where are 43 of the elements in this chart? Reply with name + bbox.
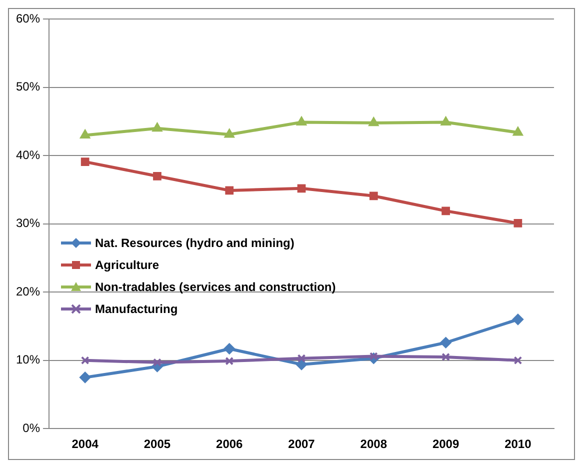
point [296,116,306,126]
point [513,126,523,136]
point [153,358,162,367]
point [514,356,522,365]
x-tick-label: 2010 [504,437,532,452]
y-tick-label: 20% [16,284,40,298]
y-tick-label: 40% [16,148,40,162]
legend-label: Agriculture [95,257,160,274]
legend-label: Nat. Resources (hydro and mining) [95,235,294,252]
point [80,158,90,166]
y-tick-label: 60% [16,12,40,26]
point [225,356,234,366]
x-tick-label: 2006 [216,437,244,452]
legend-label: Manufacturing [95,301,178,318]
x-tick-label: 2005 [144,437,171,452]
y-tick-label: 30% [16,216,40,230]
x-tick-label: 2008 [360,437,388,452]
y-tick-label: 10% [16,352,40,367]
point [153,172,162,180]
y-tick-label: 50% [16,80,40,94]
point [80,372,91,383]
point [297,354,306,362]
point [514,219,522,228]
point [512,314,524,325]
point [296,358,308,370]
point [368,117,379,126]
point [224,343,235,354]
point [442,352,450,362]
point [440,337,452,348]
point [225,186,234,195]
x-tick-label: 2007 [288,437,316,452]
legend-label: Non-tradables (services and construction) [95,279,336,296]
point [440,116,451,126]
point [80,356,90,365]
point [152,122,162,132]
x-tick-label: 2004 [72,437,99,452]
x-tick-label: 2009 [432,437,460,452]
y-tick-label: 0% [22,420,40,435]
point [297,184,306,193]
point [369,192,378,200]
point [442,206,450,216]
point [80,130,90,138]
point [224,129,234,138]
